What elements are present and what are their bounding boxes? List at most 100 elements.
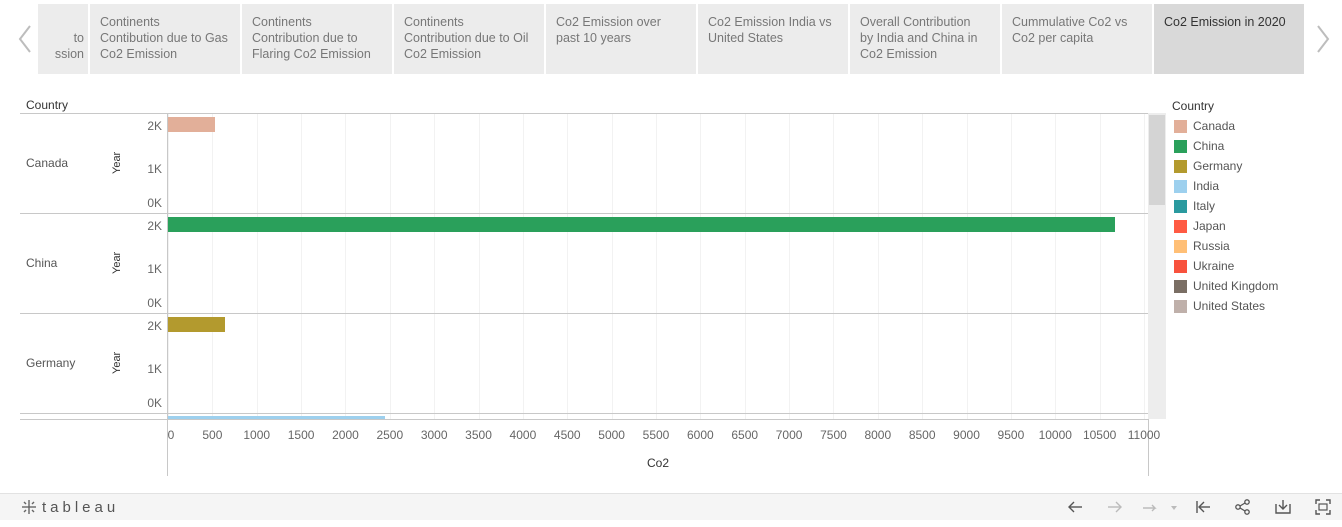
story-point-tab-9[interactable]: Co2 Emission in 2020 (1154, 4, 1304, 74)
legend-label: China (1193, 139, 1225, 153)
tab-label-line: ssion (54, 47, 84, 61)
arrow-right-icon (1108, 501, 1122, 513)
legend-label: Germany (1193, 159, 1243, 173)
share-button[interactable] (1232, 497, 1254, 517)
story-point-tab-6[interactable]: Co2 Emission India vs United States (698, 4, 848, 74)
year-tick-label: 0K (147, 296, 162, 310)
story-point-tab-4[interactable]: Continents Contribution due to Oil Co2 Emi… (394, 4, 544, 74)
x-tick-label: 10500 (1082, 428, 1117, 442)
x-tick-label: 8000 (864, 428, 892, 442)
row-separator (20, 413, 1148, 414)
x-tick-label: 2500 (376, 428, 404, 442)
x-tick-label: 3500 (465, 428, 492, 442)
country-row-label: Germany (26, 356, 76, 370)
legend-item-china[interactable]: China (1174, 138, 1224, 154)
gridline-x (789, 113, 791, 419)
legend-swatch (1174, 139, 1187, 153)
legend-label: Canada (1193, 119, 1236, 133)
legend-label: Italy (1193, 199, 1216, 213)
fullscreen-button[interactable] (1312, 497, 1334, 517)
legend-label: India (1193, 179, 1220, 193)
tableau-logo[interactable]: tableau (20, 498, 119, 516)
gridline-x (1055, 113, 1057, 419)
brand-text: tableau (42, 498, 120, 516)
story-point-tab-1[interactable]: to ssion (38, 4, 88, 74)
legend-item-canada[interactable]: Canada (1174, 118, 1235, 134)
reset-button[interactable] (1192, 497, 1214, 517)
bar-india[interactable] (168, 416, 385, 419)
gridline-x (1144, 113, 1145, 419)
tab-label-line: past 10 years (556, 31, 632, 45)
x-tick-label: 2000 (332, 428, 359, 442)
year-axis-label: Year (111, 251, 123, 274)
tab-label-line: Contibution due to Gas (100, 31, 228, 45)
x-tick-label: 8500 (908, 428, 936, 442)
legend-item-united-states[interactable]: United States (1174, 298, 1265, 314)
chevron-left-icon (18, 25, 31, 53)
row-separator (20, 213, 1148, 214)
row-separator (20, 313, 1148, 314)
tab-label-line: Contribution due to Oil (404, 31, 529, 45)
tab-label-line: Co2 Emission (860, 47, 938, 61)
next-story-point-button[interactable] (1304, 4, 1342, 74)
story-point-tab-5[interactable]: Co2 Emission over past 10 years (546, 4, 696, 74)
gridline-x (877, 113, 879, 419)
share-icon (1235, 499, 1250, 515)
legend-title: Country (1172, 99, 1215, 113)
x-tick-label: 10000 (1038, 428, 1072, 442)
chevron-right-icon (1317, 25, 1330, 53)
chart-right-border (1148, 419, 1149, 476)
row-dimension-header: Country (26, 98, 69, 112)
story-point-tab-7[interactable]: Overall Contribution by India and China i… (850, 4, 1000, 74)
legend-item-germany[interactable]: Germany (1174, 158, 1242, 174)
year-tick-label: 0K (147, 396, 162, 410)
vertical-scrollbar[interactable] (1148, 113, 1166, 419)
bar-canada[interactable] (168, 117, 216, 132)
legend-label: Ukraine (1193, 259, 1235, 273)
legend-swatch (1174, 219, 1187, 233)
revert-icon (1143, 504, 1177, 512)
legend-label: Japan (1193, 219, 1226, 233)
legend-item-japan[interactable]: Japan (1174, 218, 1226, 234)
x-tick-label: 9500 (997, 428, 1025, 442)
gridline-x (700, 113, 702, 419)
x-tick-label: 1500 (287, 428, 315, 442)
download-button[interactable] (1272, 497, 1294, 517)
redo-button[interactable] (1104, 497, 1126, 517)
bar-germany[interactable] (168, 317, 226, 332)
scrollbar-thumb[interactable] (1149, 115, 1165, 205)
story-point-tab-3[interactable]: Continents Contribution due to Flaring Co2… (242, 4, 392, 74)
row-separator (20, 419, 1148, 420)
gridline-x (212, 113, 214, 419)
x-tick-label: 9000 (953, 428, 980, 442)
download-icon (1275, 500, 1291, 514)
legend-swatch (1174, 239, 1187, 253)
tab-label-line: Continents (404, 15, 464, 29)
legend-swatch (1174, 119, 1187, 133)
x-tick-label: 0 (167, 428, 175, 442)
gridline-x (611, 113, 613, 419)
gridline-x (301, 113, 303, 419)
legend-item-ukraine[interactable]: Ukraine (1174, 258, 1234, 274)
bar-china[interactable] (168, 217, 1115, 232)
gridline-x (922, 113, 924, 419)
revert-dropdown-button[interactable] (1140, 497, 1180, 517)
x-tick-label: 500 (202, 428, 223, 442)
year-tick-label: 2K (147, 219, 162, 233)
gridline-x (389, 113, 391, 419)
previous-story-point-button[interactable] (6, 4, 44, 74)
legend-item-italy[interactable]: Italy (1174, 198, 1215, 214)
gridline-x (744, 113, 746, 419)
tab-label-line: Co2 Emission in 2020 (1164, 15, 1286, 29)
legend-label: United States (1193, 299, 1266, 313)
x-tick-label: 6500 (731, 428, 759, 442)
undo-button[interactable] (1064, 497, 1086, 517)
story-point-tab-2[interactable]: Continents Contibution due to Gas Co2 Emis… (90, 4, 240, 74)
story-point-tab-8[interactable]: Cummulative Co2 vs Co2 per capita (1002, 4, 1152, 74)
tab-label-line: Contribution due to (252, 31, 358, 45)
legend-label: Russia (1193, 239, 1230, 253)
legend-item-russia[interactable]: Russia (1174, 238, 1230, 254)
x-tick-label: 11000 (1127, 428, 1161, 442)
legend-item-india[interactable]: India (1174, 178, 1219, 194)
legend-item-united-kingdom[interactable]: United Kingdom (1174, 278, 1278, 294)
